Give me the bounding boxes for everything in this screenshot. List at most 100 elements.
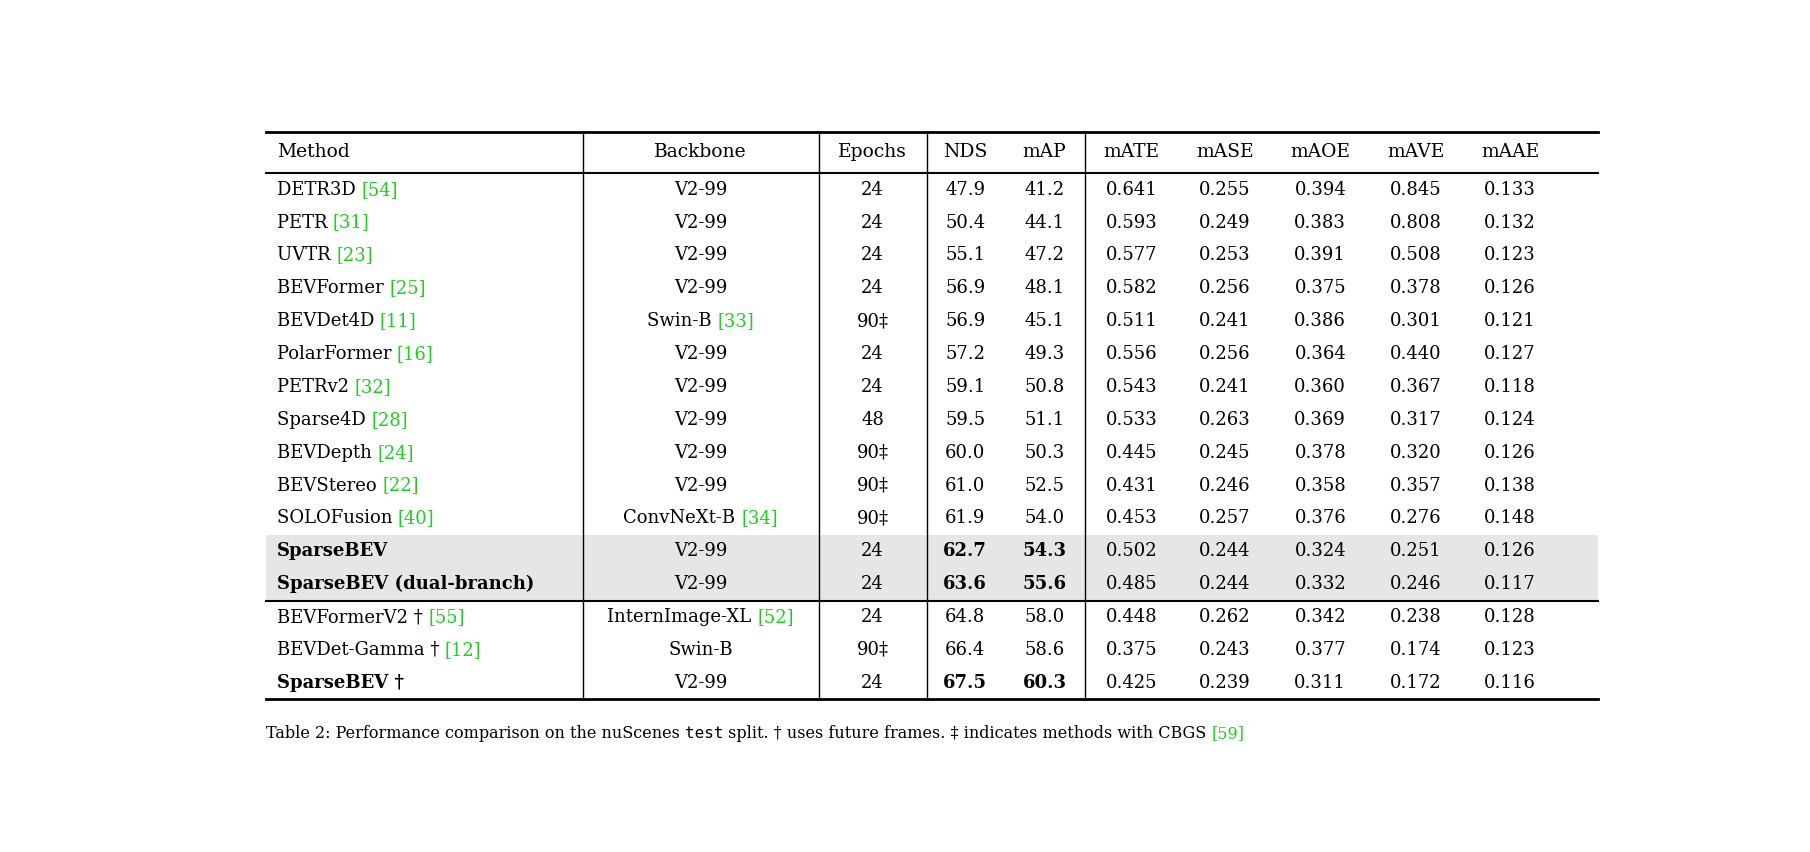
Text: [54]: [54] xyxy=(362,181,398,199)
Text: V2-99: V2-99 xyxy=(673,476,728,494)
Text: V2-99: V2-99 xyxy=(673,674,728,692)
Text: 48: 48 xyxy=(862,411,883,429)
Text: BEVStereo: BEVStereo xyxy=(277,476,382,494)
Text: Swin-B: Swin-B xyxy=(646,312,717,330)
Text: 0.324: 0.324 xyxy=(1294,542,1347,561)
Text: mAAE: mAAE xyxy=(1481,143,1538,162)
Text: [40]: [40] xyxy=(398,509,434,527)
Text: PETR: PETR xyxy=(277,214,333,232)
Text: 41.2: 41.2 xyxy=(1024,181,1064,199)
Text: 0.582: 0.582 xyxy=(1106,279,1158,297)
Text: 0.301: 0.301 xyxy=(1390,312,1441,330)
Text: 0.377: 0.377 xyxy=(1294,641,1347,659)
Text: V2-99: V2-99 xyxy=(673,246,728,264)
Text: 0.133: 0.133 xyxy=(1484,181,1537,199)
Text: [24]: [24] xyxy=(376,444,414,462)
Text: 0.245: 0.245 xyxy=(1200,444,1251,462)
Text: BEVFormer: BEVFormer xyxy=(277,279,389,297)
Text: 0.174: 0.174 xyxy=(1390,641,1441,659)
Text: 62.7: 62.7 xyxy=(943,542,986,561)
Text: 24: 24 xyxy=(862,181,883,199)
Text: 0.246: 0.246 xyxy=(1200,476,1251,494)
Text: 0.369: 0.369 xyxy=(1294,411,1347,429)
Text: 0.172: 0.172 xyxy=(1390,674,1441,692)
Text: V2-99: V2-99 xyxy=(673,444,728,462)
Text: 61.9: 61.9 xyxy=(945,509,985,527)
Text: V2-99: V2-99 xyxy=(673,345,728,363)
Text: 0.453: 0.453 xyxy=(1106,509,1158,527)
Text: 0.124: 0.124 xyxy=(1484,411,1537,429)
Text: 51.1: 51.1 xyxy=(1024,411,1064,429)
Text: 90‡: 90‡ xyxy=(856,444,889,462)
Text: V2-99: V2-99 xyxy=(673,542,728,561)
Text: 0.508: 0.508 xyxy=(1390,246,1441,264)
Text: 0.117: 0.117 xyxy=(1484,575,1537,593)
Text: 0.249: 0.249 xyxy=(1200,214,1251,232)
Text: 0.485: 0.485 xyxy=(1106,575,1158,593)
Text: UVTR: UVTR xyxy=(277,246,337,264)
Text: 0.126: 0.126 xyxy=(1484,542,1537,561)
Text: 0.123: 0.123 xyxy=(1484,641,1537,659)
Text: Swin-B: Swin-B xyxy=(668,641,733,659)
Text: 0.243: 0.243 xyxy=(1200,641,1251,659)
Text: 67.5: 67.5 xyxy=(943,674,986,692)
Text: SOLOFusion: SOLOFusion xyxy=(277,509,398,527)
Text: 24: 24 xyxy=(862,542,883,561)
Text: [16]: [16] xyxy=(396,345,434,363)
Text: 0.383: 0.383 xyxy=(1294,214,1347,232)
Text: [22]: [22] xyxy=(382,476,418,494)
Text: mAOE: mAOE xyxy=(1291,143,1350,162)
Text: 24: 24 xyxy=(862,608,883,626)
Text: 56.9: 56.9 xyxy=(945,279,985,297)
Text: BEVFormerV2 †: BEVFormerV2 † xyxy=(277,608,429,626)
Text: 50.4: 50.4 xyxy=(945,214,985,232)
Text: 55.6: 55.6 xyxy=(1023,575,1066,593)
Text: 54.3: 54.3 xyxy=(1023,542,1066,561)
Text: 24: 24 xyxy=(862,279,883,297)
Text: [23]: [23] xyxy=(337,246,373,264)
Text: 49.3: 49.3 xyxy=(1024,345,1064,363)
Text: BEVDet-Gamma †: BEVDet-Gamma † xyxy=(277,641,445,659)
Text: 0.543: 0.543 xyxy=(1106,378,1158,396)
Text: 0.238: 0.238 xyxy=(1390,608,1441,626)
Text: V2-99: V2-99 xyxy=(673,378,728,396)
Text: 0.257: 0.257 xyxy=(1200,509,1251,527)
Text: [32]: [32] xyxy=(355,378,391,396)
Text: InternImage-XL: InternImage-XL xyxy=(608,608,757,626)
Text: 63.6: 63.6 xyxy=(943,575,986,593)
Text: Sparse4D: Sparse4D xyxy=(277,411,371,429)
Text: 0.132: 0.132 xyxy=(1484,214,1537,232)
Text: 24: 24 xyxy=(862,246,883,264)
Text: 0.808: 0.808 xyxy=(1390,214,1441,232)
Text: V2-99: V2-99 xyxy=(673,575,728,593)
Text: 59.5: 59.5 xyxy=(945,411,985,429)
Text: 0.256: 0.256 xyxy=(1200,279,1251,297)
Text: Table 2: Performance comparison on the nuScenes: Table 2: Performance comparison on the n… xyxy=(266,725,684,742)
Text: 66.4: 66.4 xyxy=(945,641,985,659)
Text: V2-99: V2-99 xyxy=(673,411,728,429)
Text: 44.1: 44.1 xyxy=(1024,214,1064,232)
Text: 60.3: 60.3 xyxy=(1023,674,1066,692)
Text: 0.320: 0.320 xyxy=(1390,444,1441,462)
Text: 60.0: 60.0 xyxy=(945,444,985,462)
Text: [33]: [33] xyxy=(717,312,755,330)
Text: 0.255: 0.255 xyxy=(1200,181,1251,199)
Text: 0.121: 0.121 xyxy=(1484,312,1537,330)
Text: [55]: [55] xyxy=(429,608,465,626)
Text: SparseBEV (dual-branch): SparseBEV (dual-branch) xyxy=(277,575,534,593)
Text: [59]: [59] xyxy=(1211,725,1245,742)
Text: 0.358: 0.358 xyxy=(1294,476,1347,494)
Text: PETRv2: PETRv2 xyxy=(277,378,355,396)
Text: PolarFormer: PolarFormer xyxy=(277,345,396,363)
Text: 90‡: 90‡ xyxy=(856,312,889,330)
Text: BEVDepth: BEVDepth xyxy=(277,444,376,462)
Text: 0.577: 0.577 xyxy=(1106,246,1157,264)
Text: 0.251: 0.251 xyxy=(1390,542,1441,561)
Bar xyxy=(266,535,1598,567)
Text: 0.448: 0.448 xyxy=(1106,608,1158,626)
Text: DETR3D: DETR3D xyxy=(277,181,362,199)
Text: 0.118: 0.118 xyxy=(1484,378,1537,396)
Text: 0.376: 0.376 xyxy=(1294,509,1347,527)
Text: 0.440: 0.440 xyxy=(1390,345,1441,363)
Text: 55.1: 55.1 xyxy=(945,246,985,264)
